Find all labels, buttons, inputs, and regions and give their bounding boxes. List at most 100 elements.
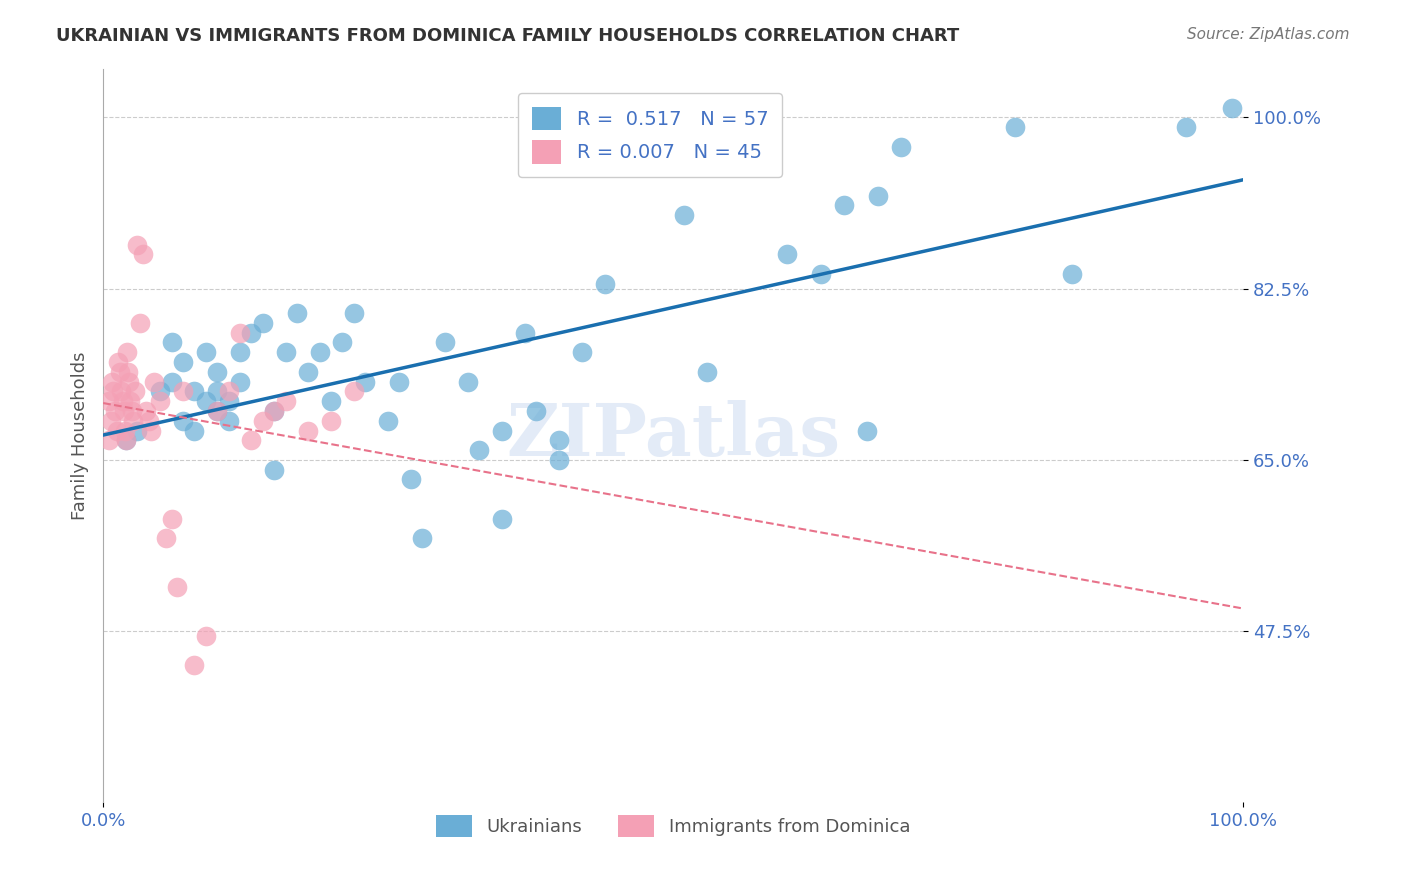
Point [121,404,143,418]
Point [411,531,433,545]
Point [673,208,696,222]
Point [194,394,217,409]
Point [110,365,132,379]
Point [127,424,149,438]
Point [343,384,366,399]
Point [155,531,177,545]
Point [263,404,285,418]
Point [319,394,342,409]
Point [194,345,217,359]
Point [205,365,228,379]
Point [377,414,399,428]
Point [172,384,194,399]
Point [524,404,547,418]
Point [115,345,138,359]
Point [274,345,297,359]
Point [101,375,124,389]
Point [696,365,718,379]
Point [332,335,354,350]
Point [240,434,263,448]
Point [297,424,319,438]
Point [160,511,183,525]
Point [105,424,128,438]
Point [183,424,205,438]
Point [491,511,513,525]
Point [468,443,491,458]
Point [107,355,129,369]
Point [513,326,536,340]
Point [97,434,120,448]
Point [263,462,285,476]
Point [135,404,157,418]
Point [120,394,142,409]
Point [263,404,285,418]
Point [160,375,183,389]
Point [97,394,120,409]
Point [810,267,832,281]
Point [856,424,879,438]
Point [548,453,571,467]
Text: Source: ZipAtlas.com: Source: ZipAtlas.com [1187,27,1350,42]
Point [890,140,912,154]
Point [194,629,217,643]
Point [343,306,366,320]
Point [183,658,205,673]
Point [205,404,228,418]
Point [457,375,479,389]
Point [121,414,143,428]
Point [172,355,194,369]
Point [128,316,150,330]
Point [110,384,132,399]
Point [132,247,155,261]
Point [1060,267,1083,281]
Point [218,394,240,409]
Point [149,384,172,399]
Point [205,384,228,399]
Text: ZIPatlas: ZIPatlas [506,400,841,471]
Point [868,188,890,202]
Point [103,404,125,418]
Point [274,394,297,409]
Point [172,414,194,428]
Point [832,198,855,212]
Text: UKRAINIAN VS IMMIGRANTS FROM DOMINICA FAMILY HOUSEHOLDS CORRELATION CHART: UKRAINIAN VS IMMIGRANTS FROM DOMINICA FA… [56,27,959,45]
Point [1175,120,1198,135]
Point [205,404,228,418]
Point [166,580,188,594]
Point [138,414,160,428]
Point [1220,101,1243,115]
Point [124,384,146,399]
Legend: Ukrainians, Immigrants from Dominica: Ukrainians, Immigrants from Dominica [429,808,918,845]
Point [139,424,162,438]
Point [571,345,593,359]
Point [160,335,183,350]
Point [548,434,571,448]
Point [1004,120,1026,135]
Point [308,345,330,359]
Point [297,365,319,379]
Point [388,375,411,389]
Point [218,414,240,428]
Point [354,375,377,389]
Point [127,237,149,252]
Point [103,384,125,399]
Point [252,316,274,330]
Point [434,335,457,350]
Point [252,414,274,428]
Point [491,424,513,438]
Point [112,404,135,418]
Point [319,414,342,428]
Point [240,326,263,340]
Point [399,472,422,486]
Point [776,247,799,261]
Point [183,384,205,399]
Point [118,375,141,389]
Point [100,414,122,428]
Point [117,365,139,379]
Point [229,326,252,340]
Point [149,394,172,409]
Y-axis label: Family Households: Family Households [72,351,89,520]
Point [285,306,308,320]
Point [218,384,240,399]
Point [229,375,252,389]
